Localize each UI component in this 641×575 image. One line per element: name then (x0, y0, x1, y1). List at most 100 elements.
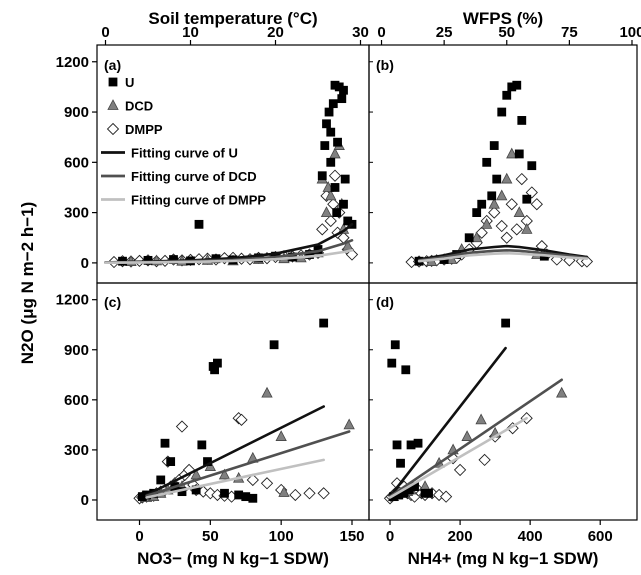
x-tick-label: 50 (498, 24, 515, 41)
legend-label: Fitting curve of DMPP (131, 193, 266, 208)
point-u (339, 85, 348, 95)
point-u (527, 161, 537, 171)
y-tick-label: 300 (64, 205, 89, 222)
legend-label: U (125, 75, 134, 90)
point-u (464, 233, 474, 243)
point-u (502, 90, 512, 100)
legend: U DCD DMPP Fitting curve of U Fitting curve … (101, 75, 266, 208)
fit-line (388, 346, 507, 498)
x-tick-label: 200 (448, 528, 473, 545)
point-dmpp (175, 420, 189, 433)
panel-d: 0 200 400 600 NH4+ (mg N kg−1 SDW) (d) (368, 282, 638, 568)
point-dmpp (328, 169, 342, 182)
point-dcd (521, 223, 533, 234)
point-dcd (506, 147, 518, 159)
fit-line (104, 249, 354, 265)
fit-line (145, 458, 326, 499)
point-dcd (461, 430, 473, 441)
x-tick-label: 600 (588, 528, 613, 545)
point-dmpp (475, 226, 488, 239)
point-u (319, 318, 329, 328)
fit-line (145, 405, 326, 497)
point-dcd (471, 231, 483, 243)
legend-item: Fitting curve of U (101, 146, 238, 161)
x-tick-label: 75 (561, 24, 578, 41)
legend-label: Fitting curve of U (131, 146, 238, 161)
point-dmpp (260, 477, 274, 490)
x-tick-label: 100 (269, 528, 294, 545)
y-tick-label: 1200 (56, 54, 89, 71)
point-u (328, 99, 338, 109)
x-tick-label: 30 (352, 24, 369, 41)
point-u (326, 157, 336, 167)
legend-item: DCD (107, 99, 153, 114)
point-dcd (475, 413, 487, 425)
point-dmpp (510, 223, 523, 236)
point-u (401, 365, 411, 375)
point-u (396, 458, 405, 468)
fit-line (388, 416, 528, 499)
point-u (269, 340, 279, 350)
legend-label: Fitting curve of DCD (131, 169, 257, 184)
point-dcd (481, 217, 493, 229)
plot-area (383, 318, 568, 505)
point-dmpp (439, 490, 453, 503)
y-tick-label: 300 (64, 442, 89, 459)
point-u (390, 340, 400, 350)
point-dmpp (500, 231, 513, 244)
x-tick-label: 400 (518, 528, 543, 545)
y-tick-label: 900 (64, 104, 89, 121)
point-u (220, 488, 229, 498)
point-dcd (343, 418, 355, 430)
point-u (340, 174, 350, 184)
x-axis-title: Soil temperature (°C) (148, 9, 317, 28)
panel-c: 0 50 100 150 0 300 600 900 1200 NO3− (mg N kg−1 S… (56, 282, 370, 568)
point-dcd (278, 486, 290, 497)
point-dmpp (530, 198, 543, 211)
legend-marker (108, 77, 118, 87)
legend-marker (107, 99, 119, 110)
point-u (392, 440, 402, 450)
y-tick-label: 600 (64, 392, 89, 409)
point-u (487, 191, 497, 201)
point-u (339, 199, 348, 209)
x-tick-label: 25 (436, 24, 453, 41)
y-axis-title: N2O (μg N m−2 h−1) (18, 202, 37, 365)
point-dmpp (316, 223, 329, 236)
point-u (413, 438, 423, 448)
y-tick-label: 0 (81, 492, 89, 509)
legend-item: U (108, 75, 134, 90)
point-u (326, 127, 336, 137)
x-tick-label: 150 (339, 528, 364, 545)
legend-item: Fitting curve of DMPP (101, 193, 266, 208)
point-u (324, 107, 334, 117)
panel-letter: (a) (104, 57, 121, 73)
point-u (497, 107, 507, 117)
fit-line (145, 430, 351, 498)
point-u (160, 438, 170, 448)
point-dmpp (289, 488, 302, 502)
point-u (501, 318, 511, 328)
point-dmpp (488, 206, 501, 219)
point-u (522, 194, 532, 204)
x-axis-title: NO3− (mg N kg−1 SDW) (137, 549, 329, 568)
point-u (330, 183, 340, 192)
legend-item: Fitting curve of DCD (101, 169, 257, 184)
legend-item: DMPP (106, 122, 163, 137)
y-tick-label: 1200 (56, 292, 89, 309)
point-u (166, 457, 176, 466)
point-u (512, 80, 522, 90)
x-axis-title: WFPS (%) (463, 9, 543, 28)
plot-area (405, 80, 594, 269)
x-tick-label: 100 (619, 24, 641, 41)
plot-area (104, 80, 359, 269)
point-u (424, 488, 433, 498)
point-dmpp (235, 413, 248, 426)
panel-letter: (d) (376, 294, 394, 310)
panel-frame (96, 282, 370, 521)
point-dmpp (505, 198, 518, 211)
point-dmpp (317, 487, 330, 500)
point-u (322, 119, 331, 129)
panel-letter: (c) (104, 294, 121, 310)
x-tick-label: 0 (101, 24, 109, 41)
